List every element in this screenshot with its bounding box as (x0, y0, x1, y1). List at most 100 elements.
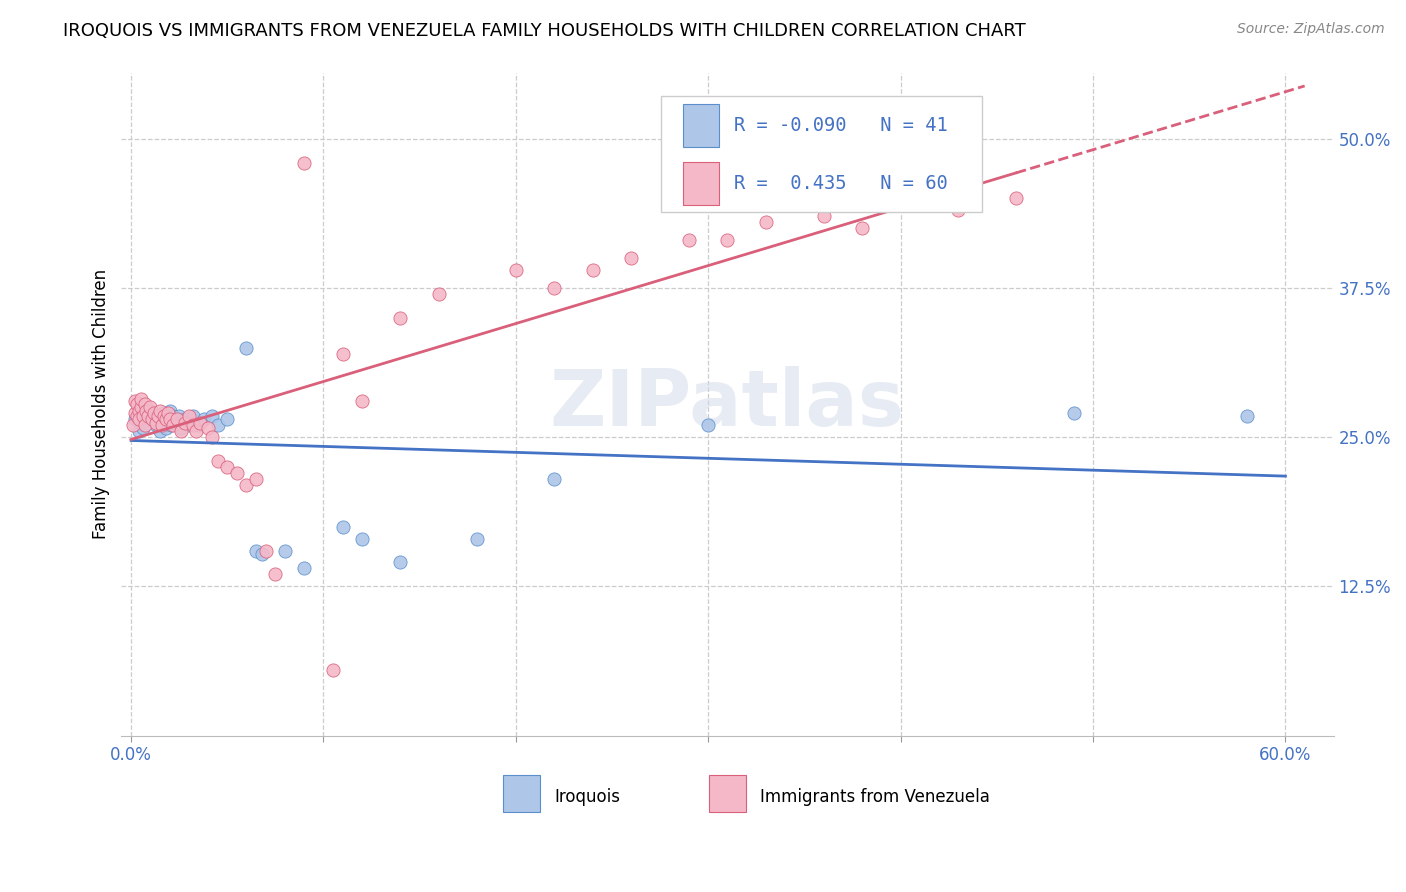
Point (162, 418, 184, 433)
Point (152, 409, 174, 423)
Point (129, 401, 152, 415)
Point (389, 310, 412, 325)
Point (350, 532, 373, 546)
Point (129, 392, 152, 406)
Point (146, 409, 169, 423)
Point (134, 418, 156, 433)
Point (332, 346, 354, 360)
Point (159, 412, 181, 426)
Point (350, 394, 373, 409)
Text: IROQUOIS VS IMMIGRANTS FROM VENEZUELA FAMILY HOUSEHOLDS WITH CHILDREN CORRELATIO: IROQUOIS VS IMMIGRANTS FROM VENEZUELA FA… (63, 22, 1026, 40)
Point (167, 409, 190, 423)
Point (186, 424, 208, 438)
Point (678, 233, 700, 247)
Point (160, 418, 183, 433)
Point (181, 418, 204, 433)
Bar (709, 775, 745, 812)
Point (217, 459, 239, 474)
Point (505, 263, 527, 277)
Point (162, 409, 184, 423)
Text: Immigrants from Venezuela: Immigrants from Venezuela (761, 788, 990, 805)
Point (427, 286, 450, 301)
Point (177, 418, 200, 433)
Point (149, 409, 172, 423)
Point (245, 543, 267, 558)
Point (193, 412, 215, 426)
Point (187, 418, 209, 433)
Point (716, 233, 738, 247)
Point (124, 394, 146, 409)
Point (170, 420, 193, 434)
Point (124, 406, 146, 420)
Point (201, 430, 224, 444)
Point (139, 404, 162, 418)
Point (181, 409, 204, 423)
Point (138, 409, 160, 423)
Point (156, 406, 179, 420)
Point (207, 454, 229, 468)
Point (582, 263, 605, 277)
Point (174, 416, 197, 430)
Point (467, 532, 489, 546)
Point (141, 412, 163, 426)
Point (197, 420, 219, 434)
Point (697, 418, 720, 433)
Point (1063, 406, 1085, 420)
Bar (683, 103, 718, 146)
Point (165, 416, 187, 430)
Point (131, 409, 153, 423)
Point (139, 401, 162, 415)
Point (332, 519, 354, 533)
Point (813, 209, 835, 223)
Point (235, 478, 257, 492)
Point (1236, 409, 1258, 423)
Point (166, 412, 188, 426)
Point (145, 416, 167, 430)
Point (149, 404, 172, 418)
Point (155, 412, 177, 426)
Point (159, 404, 181, 418)
Point (207, 418, 229, 433)
Point (174, 412, 197, 426)
Text: ZIPatlas: ZIPatlas (550, 367, 905, 442)
Point (755, 215, 778, 229)
FancyBboxPatch shape (661, 96, 981, 212)
Y-axis label: Family Households with Children: Family Households with Children (93, 269, 110, 540)
Bar (503, 775, 540, 812)
Point (620, 251, 643, 265)
Point (149, 424, 172, 438)
Point (245, 472, 267, 486)
Point (143, 412, 166, 426)
Point (128, 412, 150, 426)
Point (217, 412, 239, 426)
Point (152, 406, 174, 420)
Point (264, 567, 287, 582)
Point (124, 412, 146, 426)
Point (225, 466, 247, 480)
Point (145, 418, 167, 433)
Point (292, 561, 315, 575)
Point (235, 341, 257, 355)
Point (122, 418, 145, 433)
Point (150, 416, 173, 430)
Point (143, 406, 166, 420)
Point (128, 424, 150, 438)
Point (188, 416, 211, 430)
Point (125, 397, 148, 411)
Point (292, 155, 315, 169)
Point (322, 663, 344, 677)
Point (948, 203, 970, 218)
Bar (683, 161, 718, 204)
Point (134, 397, 156, 411)
Point (177, 409, 200, 423)
Point (170, 424, 193, 438)
Text: R = -0.090   N = 41: R = -0.090 N = 41 (734, 116, 948, 135)
Point (1005, 191, 1028, 205)
Point (156, 412, 179, 426)
Point (131, 420, 153, 434)
Point (155, 420, 177, 434)
Point (128, 404, 150, 418)
Point (150, 418, 173, 433)
Point (543, 472, 565, 486)
Point (890, 197, 912, 211)
